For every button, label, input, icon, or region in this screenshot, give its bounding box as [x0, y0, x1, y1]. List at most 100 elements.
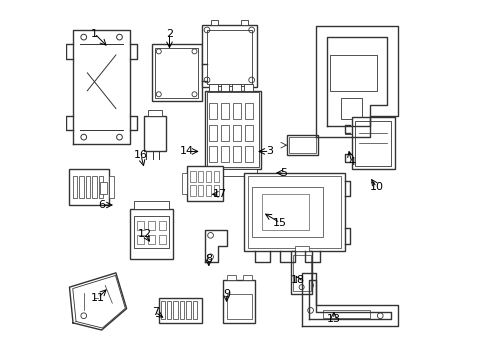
Bar [241, 20, 247, 24]
Bar [288, 137, 315, 153]
Bar [244, 146, 252, 162]
Bar [137, 235, 144, 244]
Bar [292, 255, 310, 291]
Text: 2: 2 [165, 28, 173, 39]
Bar [244, 103, 252, 119]
Bar [155, 48, 198, 98]
Text: 1: 1 [91, 28, 98, 39]
Bar [247, 176, 340, 248]
Bar [137, 221, 144, 230]
Text: 4: 4 [347, 157, 354, 167]
Bar [340, 98, 362, 119]
Bar [99, 176, 103, 198]
Bar [344, 126, 358, 134]
Bar [160, 301, 164, 319]
Bar [290, 251, 312, 294]
Bar [209, 146, 217, 162]
Bar [190, 185, 195, 196]
Bar [208, 84, 217, 91]
Bar [186, 301, 190, 319]
Text: 9: 9 [223, 289, 230, 299]
Bar [262, 194, 308, 230]
Bar [213, 185, 219, 196]
Bar [210, 20, 217, 24]
Bar [73, 176, 77, 198]
Bar [192, 301, 197, 319]
Bar [209, 103, 217, 119]
Bar [206, 93, 258, 167]
Bar [223, 280, 255, 323]
Text: 3: 3 [265, 147, 272, 157]
Bar [354, 121, 390, 166]
Text: 14: 14 [180, 147, 194, 157]
Bar [190, 171, 195, 182]
Bar [205, 171, 211, 182]
Bar [198, 171, 203, 182]
Bar [86, 176, 90, 198]
Bar [251, 187, 323, 237]
Bar [244, 84, 253, 91]
Bar [208, 168, 257, 176]
Bar [244, 125, 252, 141]
Bar [180, 301, 184, 319]
Bar [226, 294, 251, 319]
Bar [206, 30, 251, 84]
Bar [69, 169, 108, 205]
Text: 17: 17 [212, 189, 226, 199]
Bar [159, 221, 165, 230]
Bar [173, 301, 177, 319]
Text: 16: 16 [134, 150, 147, 160]
Bar [80, 176, 83, 198]
Text: 7: 7 [151, 307, 159, 317]
Bar [198, 185, 203, 196]
Bar [205, 185, 211, 196]
Text: 6: 6 [98, 200, 105, 210]
Bar [100, 182, 107, 194]
Bar [220, 84, 229, 91]
Bar [134, 216, 169, 248]
Bar [92, 176, 97, 198]
Bar [182, 173, 187, 194]
Bar [221, 146, 229, 162]
Bar [329, 55, 376, 91]
Bar [233, 103, 241, 119]
Text: 12: 12 [137, 229, 151, 239]
Bar [130, 208, 173, 258]
Bar [134, 202, 169, 208]
Bar [166, 301, 171, 319]
Bar [108, 176, 114, 198]
Bar [187, 166, 223, 202]
Bar [203, 57, 210, 85]
Bar [144, 116, 165, 152]
Bar [209, 125, 217, 141]
Text: 8: 8 [205, 253, 212, 264]
Bar [148, 221, 155, 230]
Bar [226, 275, 235, 280]
Bar [159, 298, 201, 323]
Bar [244, 173, 344, 251]
Text: 11: 11 [91, 293, 105, 303]
Bar [201, 24, 257, 87]
Bar [242, 275, 251, 280]
Bar [232, 84, 241, 91]
Bar [233, 125, 241, 141]
Text: 15: 15 [273, 218, 286, 228]
Bar [148, 111, 162, 116]
Text: 18: 18 [290, 275, 305, 285]
Text: 10: 10 [369, 182, 383, 192]
Bar [159, 235, 165, 244]
Bar [148, 235, 155, 244]
Bar [294, 246, 308, 251]
Text: 13: 13 [326, 314, 340, 324]
Text: 5: 5 [280, 168, 287, 178]
Bar [323, 310, 369, 318]
Bar [151, 44, 201, 102]
Bar [351, 117, 394, 169]
Bar [213, 171, 219, 182]
Bar [221, 103, 229, 119]
Bar [208, 86, 249, 94]
Bar [205, 91, 260, 169]
Bar [233, 146, 241, 162]
Bar [221, 125, 229, 141]
Bar [287, 135, 317, 155]
